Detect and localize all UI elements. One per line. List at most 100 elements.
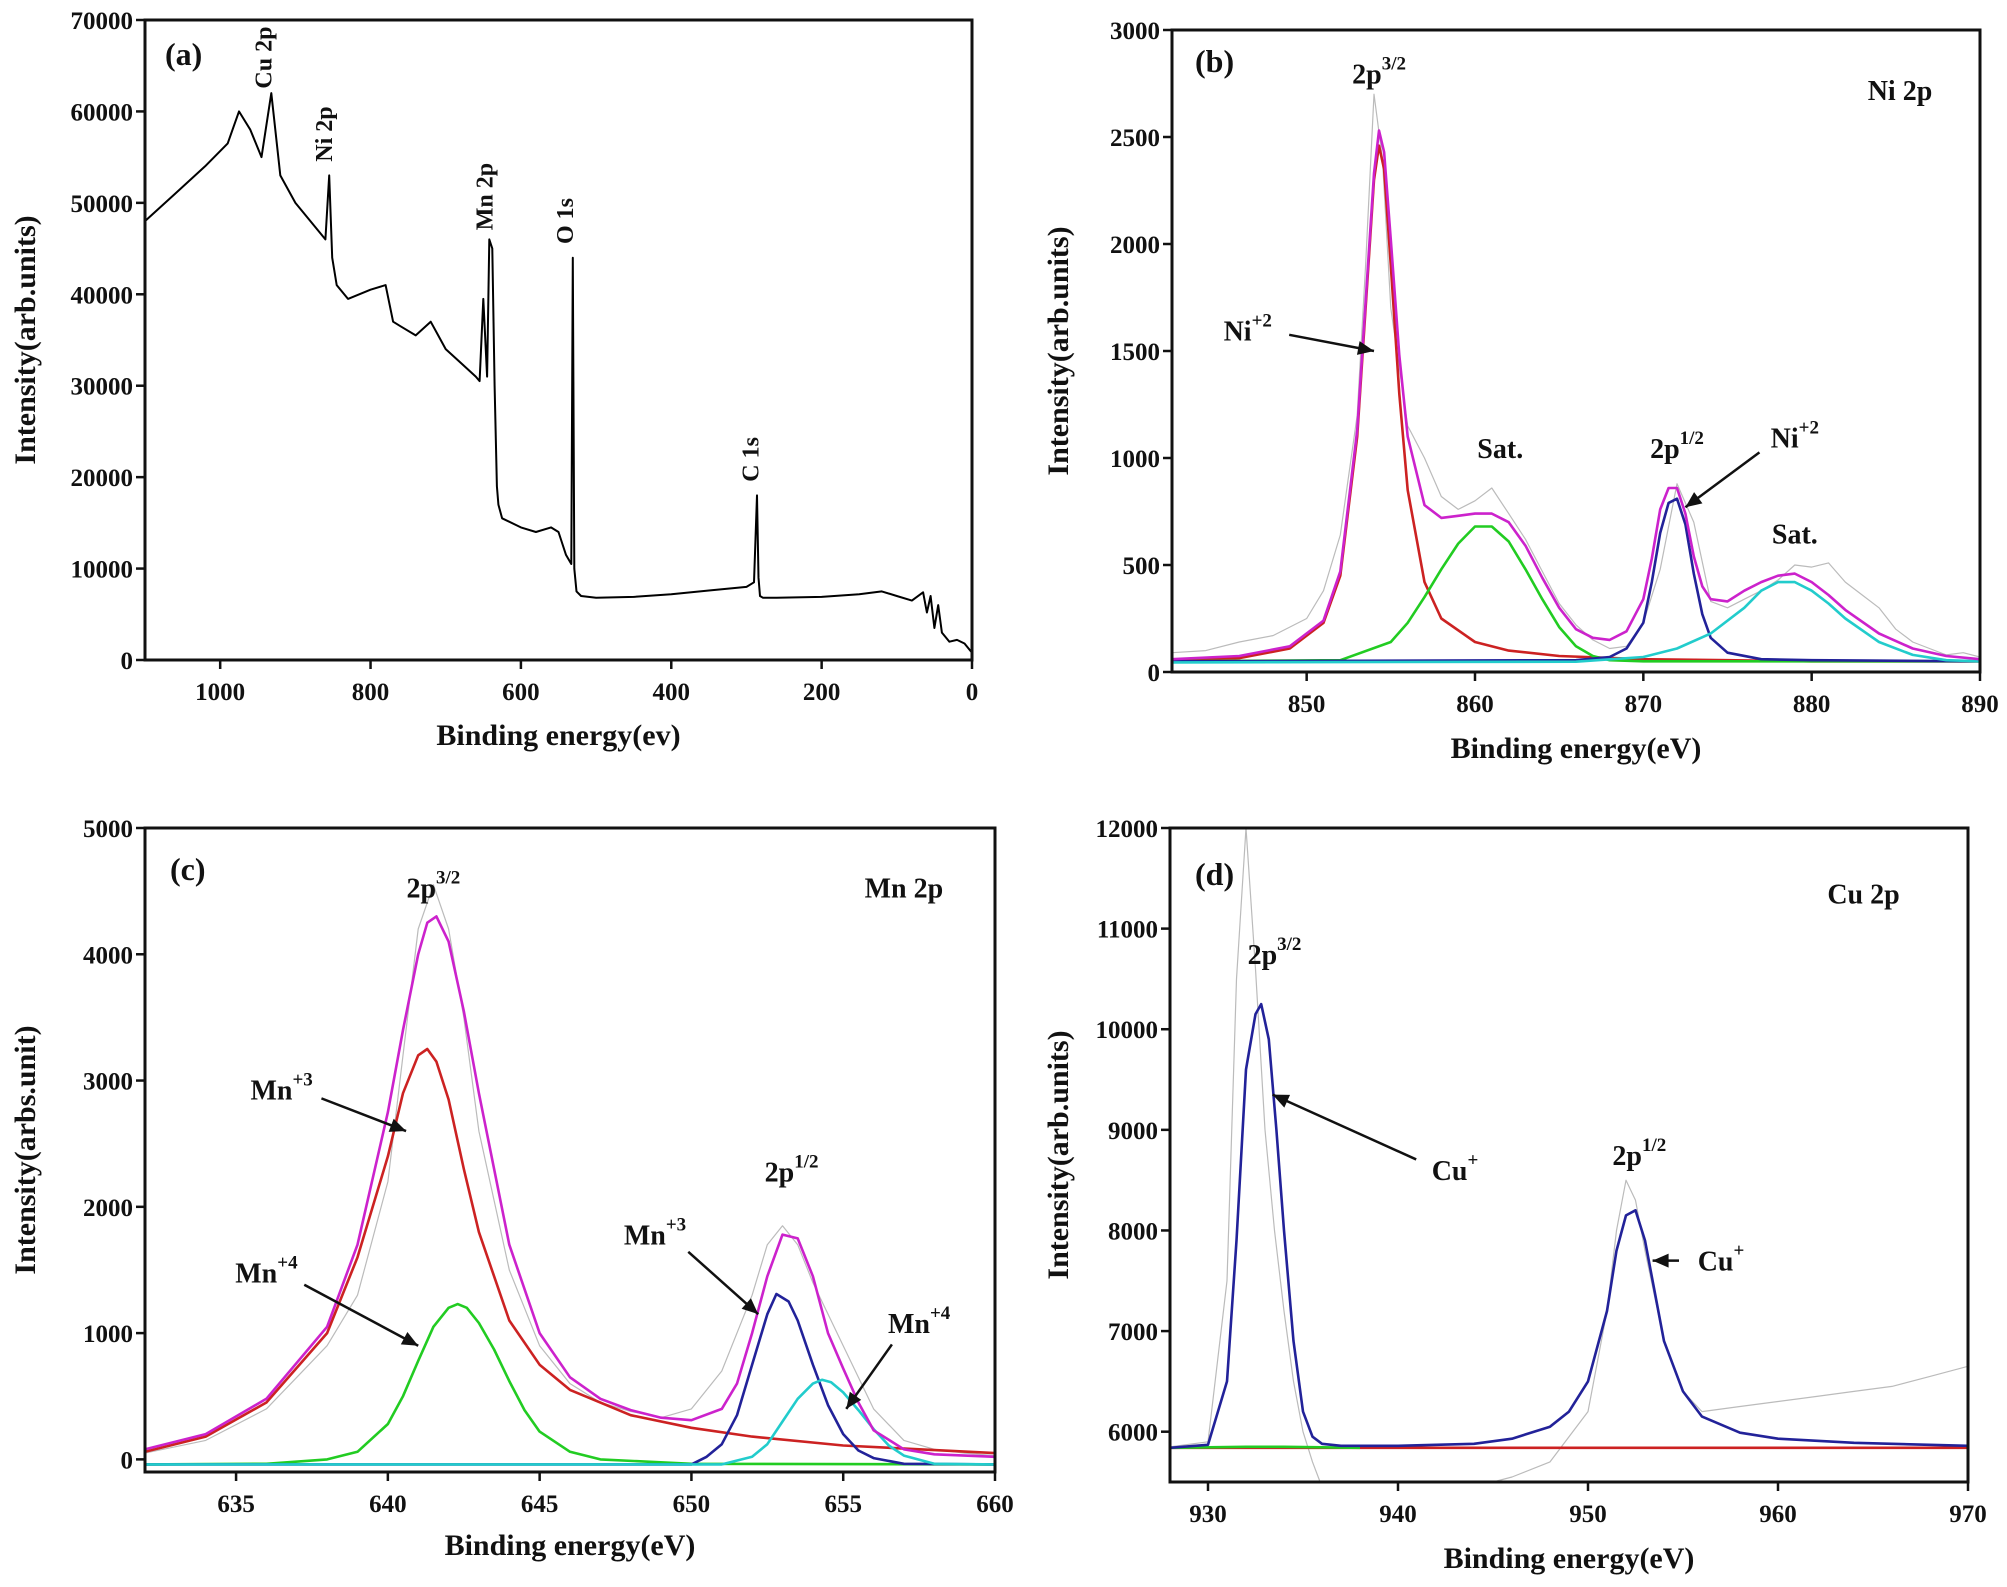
peak-label: Cu 2p [251,27,277,89]
peak-label: Mn 2p [865,873,944,904]
peak-label-text: 2p [406,873,436,904]
series-line-survey [145,92,972,654]
y-tick-label: 11000 [1097,917,1158,944]
x-tick-label: 655 [824,1491,862,1518]
x-tick-label: 800 [352,679,390,706]
x-tick-label: 400 [653,679,691,706]
y-tick-label: 8000 [1108,1218,1158,1245]
peak-label: Ni 2p [312,106,338,161]
peak-label-text: Ni [1224,316,1252,347]
series-line-raw [1172,93,1980,658]
x-tick-label: 860 [1456,691,1494,718]
peak-label: 2p1/2 [765,1152,819,1189]
peak-label: Ni+2 [1771,417,1819,454]
y-axis-title: Intensity(arb.units) [1042,1030,1075,1279]
peak-label: Mn+3 [250,1069,312,1106]
peak-label: Mn 2p [472,163,498,230]
y-tick-label: 12000 [1096,816,1159,843]
series-line-mn-4-2p1-2 [145,1378,995,1466]
peak-label: Sat. [1477,434,1523,465]
x-axis-title: Binding energy(ev) [436,719,680,752]
peak-label-text: Cu 2p [1827,879,1899,910]
series-group [145,92,972,654]
series-line-ni-2-2p3-2 [1172,144,1980,663]
x-tick-label: 0 [966,679,979,706]
series-line-raw [1170,828,1968,1482]
x-tick-label: 850 [1288,691,1326,718]
x-tick-label: 930 [1189,1501,1227,1528]
y-tick-label: 2000 [1110,232,1160,259]
y-tick-label: 1000 [83,1321,133,1348]
plot-frame [143,826,997,1474]
series-line-satellite-2 [1172,580,1980,664]
series-line-envelope [145,915,995,1459]
x-axis-title: Binding energy(eV) [445,1529,696,1562]
peak-label-sup: +2 [1799,417,1819,438]
annotation-arrow [303,1283,419,1347]
peak-label-sup: +4 [277,1253,298,1274]
arrowhead-icon [1272,1094,1291,1108]
annotations: Cu 2p Ni 2p Mn 2p O 1s C 1s [251,27,764,482]
plot-frame [1170,28,1982,674]
peak-label-text: Ni [1771,423,1799,454]
series-line-shirley [1170,1445,1361,1450]
peak-label-sup: +4 [930,1303,951,1324]
series-group [1172,93,1980,664]
peak-label-text: Cu [1698,1247,1734,1278]
arrowhead-icon [741,1298,759,1315]
peak-label: 2p3/2 [1248,934,1302,971]
x-tick-label: 660 [976,1491,1014,1518]
x-tick-label: 645 [521,1491,559,1518]
y-tick-label: 40000 [71,282,134,309]
x-tick-label: 600 [502,679,540,706]
y-tick-label: 20000 [71,465,134,492]
peak-label: 2p3/2 [406,867,460,904]
series-line-mn-4-2p3-2 [145,1302,995,1466]
series-line-mn-3-2p1-2 [145,1292,995,1466]
peak-label: 2p1/2 [1612,1135,1666,1172]
arrowhead-icon [846,1391,862,1409]
peak-label-sup: 1/2 [1642,1135,1666,1156]
peak-label: Sat. [1772,520,1818,551]
y-tick-label: 0 [121,1447,134,1474]
y-tick-label: 5000 [83,816,133,843]
peak-label-sup: + [1467,1150,1478,1171]
y-tick-label: 4000 [83,942,133,969]
y-tick-label: 500 [1123,553,1161,580]
plot-frame [1168,826,1970,1484]
peak-label-text: 2p [765,1158,795,1189]
x-tick-label: 970 [1949,1501,1987,1528]
peak-label: 2p1/2 [1650,428,1704,465]
peak-label-text: 2p [1352,60,1382,91]
series-line-envelope [1172,129,1980,661]
peak-label-sup: + [1733,1241,1744,1262]
y-tick-label: 1500 [1110,339,1160,366]
peak-label: Cu+ [1698,1241,1745,1278]
x-tick-label: 960 [1759,1501,1797,1528]
panel-a: 1000 800 600 400 200 001000020000300004000050… [9,8,978,752]
peak-label: O 1s [553,198,579,244]
peak-label-sup: 3/2 [1382,54,1406,75]
peak-label: C 1s [738,437,764,482]
peak-label: 2p3/2 [1352,54,1406,91]
y-tick-label: 10000 [1096,1017,1159,1044]
x-tick-label: 200 [803,679,841,706]
peak-label-text: Cu [1432,1156,1468,1187]
peak-label-sup: +3 [292,1069,312,1090]
peak-label-text: 2p [1612,1141,1642,1172]
series-line-ni-2-2p1-2 [1172,497,1980,663]
peak-label-text: Mn [624,1221,666,1252]
panel-title: Ni 2p [1868,76,1933,107]
peak-label-text: Sat. [1772,520,1818,551]
peak-label: Mn+4 [888,1303,951,1340]
panel-label: (c) [170,851,206,887]
panel-c: 635 640 645 650 655 660 0 1000 2000 3000 4000 5000 B… [9,816,1014,1562]
peak-label: Mn+4 [235,1253,298,1290]
y-tick-label: 10000 [71,557,134,584]
peak-label-sup: 3/2 [1277,934,1301,955]
series-group [145,884,995,1466]
arrowhead-icon [388,1118,407,1132]
panel-b: 850 860 870 880 890 0 500 1000 1500 2000 2500 3000 B… [1042,18,1999,765]
y-tick-label: 0 [121,648,134,675]
